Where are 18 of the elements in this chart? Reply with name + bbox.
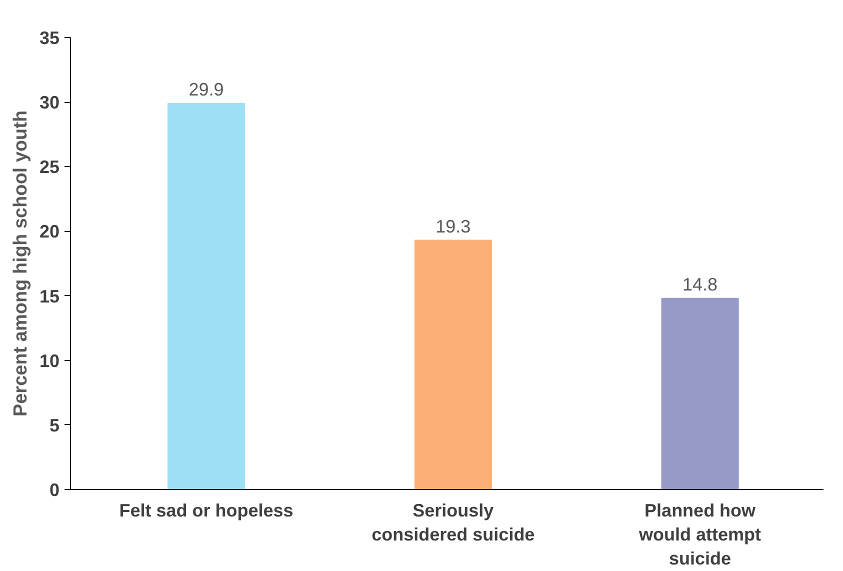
data-label: 19.3 — [436, 216, 471, 236]
y-axis-title: Percent among high school youth — [10, 110, 32, 417]
bar — [414, 240, 492, 490]
y-tick-label: 20 — [39, 222, 60, 242]
y-tick-label: 35 — [39, 28, 60, 48]
y-tick-label: 5 — [49, 415, 60, 436]
x-tick-label: Felt sad or hopeless — [119, 500, 294, 520]
y-tick-label: 15 — [39, 286, 60, 306]
data-label: 14.8 — [682, 274, 718, 294]
y-tick-label: 25 — [39, 157, 60, 178]
y-tick-label: 30 — [39, 92, 60, 113]
data-label: 29.9 — [188, 79, 224, 100]
bar — [168, 102, 246, 490]
x-tick-label: Planned how would attempt suicide — [638, 500, 762, 568]
bar — [661, 298, 739, 490]
x-tick-label: Seriously considered suicide — [372, 500, 535, 544]
y-tick-label: 10 — [39, 350, 60, 371]
y-tick-label: 0 — [49, 480, 60, 500]
